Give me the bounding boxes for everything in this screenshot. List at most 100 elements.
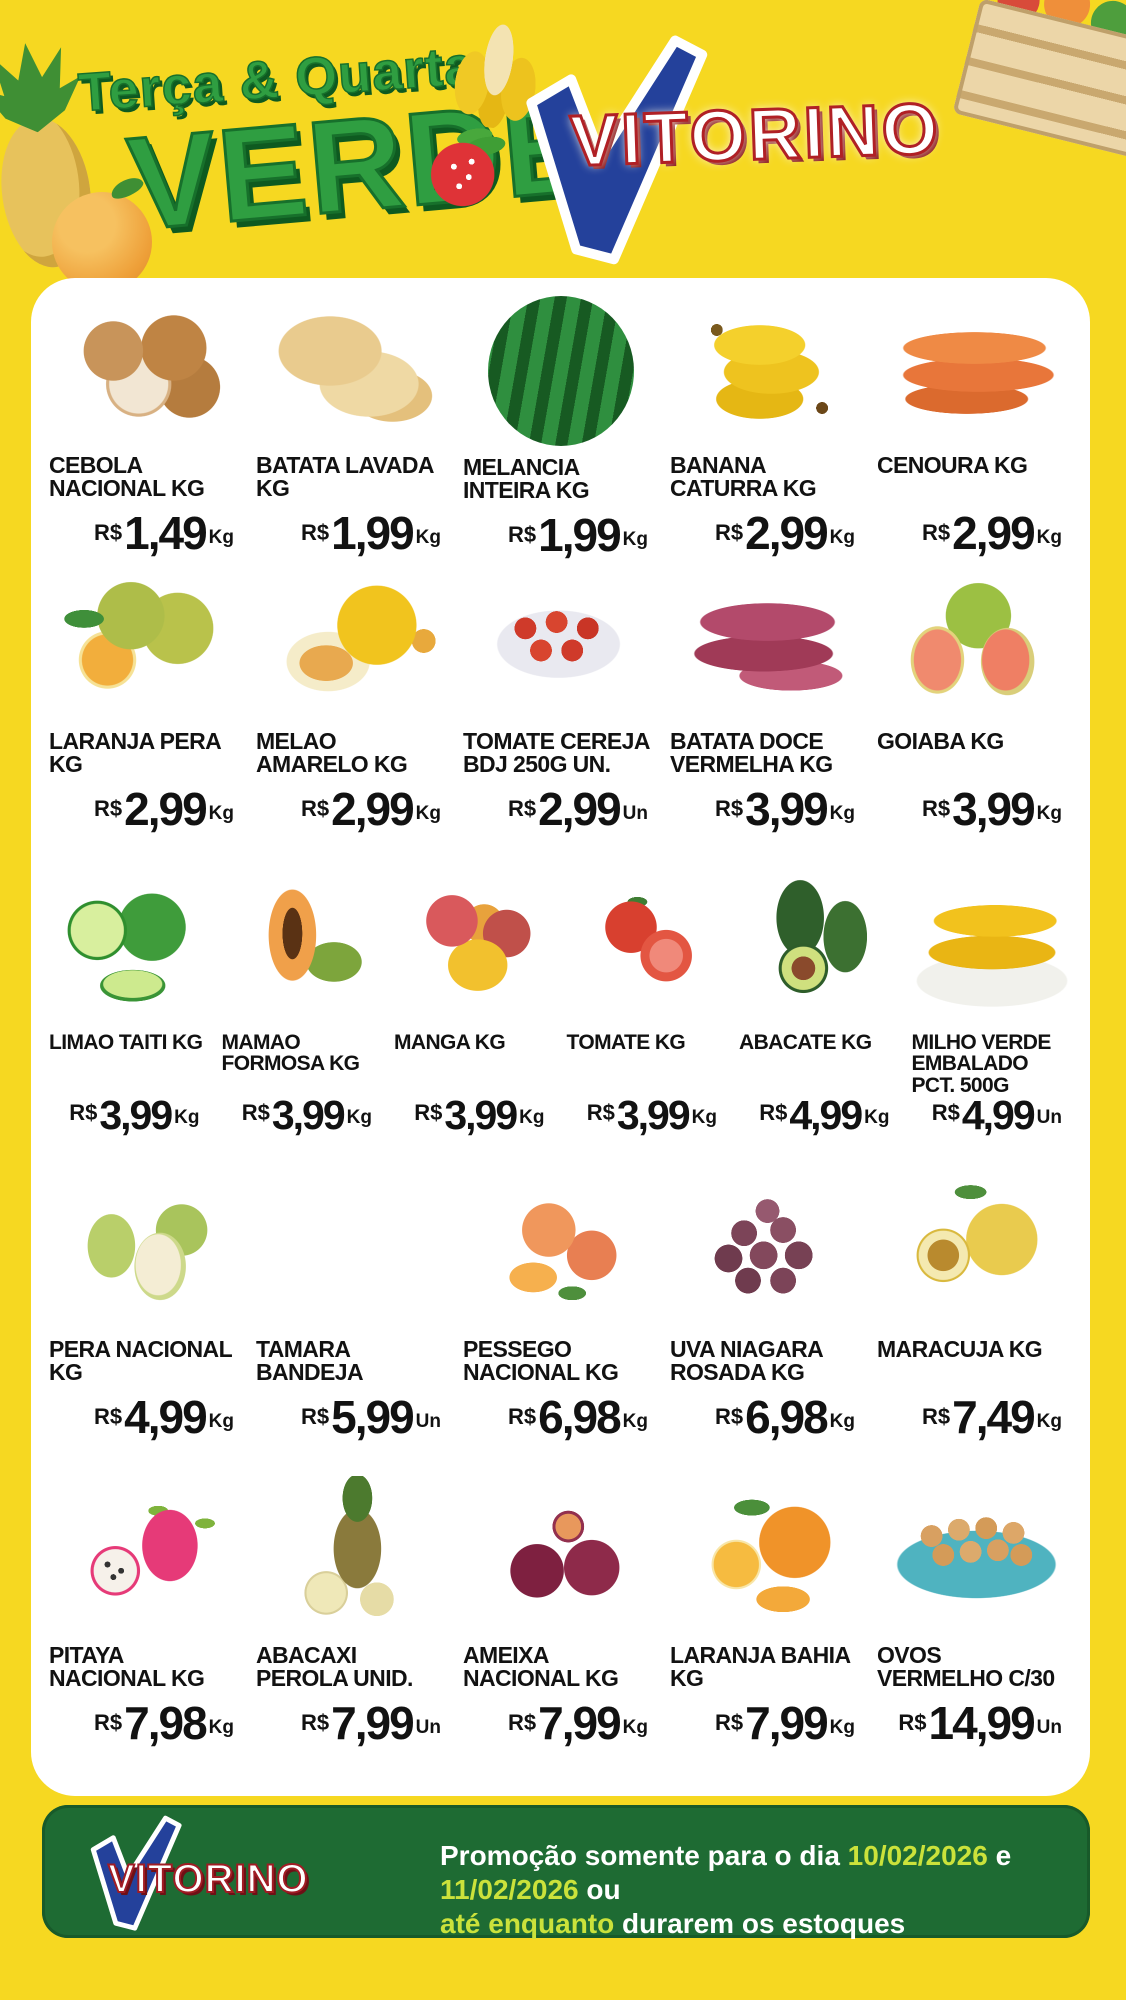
product-name: CEBOLA NACIONAL KG [49, 452, 205, 502]
product-price: R$ 2,99 Kg [256, 783, 451, 835]
orange-icon [52, 173, 152, 292]
footer-brand-wordmark: VITORINO [107, 1856, 309, 1902]
product-image-dates [256, 1170, 451, 1328]
product-card: CEBOLA NACIONAL KG R$ 1,49 Kg [43, 294, 250, 562]
product-name: MANGA KG [394, 1031, 506, 1054]
product-price: R$ 3,99 Kg [877, 786, 1072, 832]
price-unit: Kg [622, 1717, 648, 1739]
product-price: R$ 7,49 Kg [877, 1391, 1072, 1443]
product-image-potato [256, 294, 451, 444]
currency: R$ [94, 796, 123, 822]
price-unit: Kg [829, 803, 855, 825]
price-unit: Kg [208, 1717, 234, 1739]
product-card: LIMAO TAITI KG R$ 3,99 Kg [43, 864, 216, 1170]
currency: R$ [715, 520, 744, 546]
product-name: BANANA CATURRA KG [670, 452, 817, 502]
price-unit: Kg [208, 803, 234, 825]
product-name: PITAYA NACIONAL KG [49, 1642, 205, 1692]
price-unit: Kg [622, 1411, 648, 1433]
price-unit: Kg [208, 1411, 234, 1433]
product-name: OVOS VERMELHO C/30 [877, 1642, 1055, 1692]
price-unit: Kg [1036, 1411, 1062, 1433]
product-card: LARANJA PERA KG R$ 2,99 Kg [43, 562, 250, 864]
footer-bar: VITORINO Promoção somente para o dia 10/… [42, 1805, 1090, 1939]
currency: R$ [508, 796, 537, 822]
product-image-orange-bahia [670, 1476, 865, 1634]
product-name: CENOURA KG [877, 452, 1028, 478]
product-price: R$ 4,99 Un [912, 1092, 1073, 1138]
currency: R$ [922, 796, 951, 822]
price-value: 7,49 [952, 1391, 1036, 1443]
price-unit: Un [415, 1411, 441, 1433]
product-name: ABACAXI PEROLA UNID. [256, 1642, 413, 1692]
product-card: MELAO AMARELO KG R$ 2,99 Kg [250, 562, 457, 864]
product-name: TOMATE CEREJA BDJ 250G UN. [463, 728, 650, 778]
price-unit: Kg [174, 1106, 200, 1128]
product-price: R$ 3,99 Kg [394, 1095, 555, 1136]
product-image-dragon-fruit [49, 1476, 244, 1634]
product-card: LARANJA BAHIA KG R$ 7,99 Kg [664, 1476, 871, 1794]
product-price: R$ 3,99 Kg [670, 786, 865, 832]
product-card: TOMATE KG R$ 3,99 Kg [561, 864, 734, 1170]
product-card: GOIABA KG R$ 3,99 Kg [871, 562, 1078, 864]
checkmark-icon [90, 1815, 182, 1931]
currency: R$ [508, 522, 537, 548]
product-card: BANANA CATURRA KG R$ 2,99 Kg [664, 294, 871, 562]
product-price: R$ 5,99 Un [256, 1394, 451, 1440]
product-name: LARANJA BAHIA KG [670, 1642, 850, 1692]
product-name: MAMAO FORMOSA KG [221, 1031, 360, 1076]
product-price: R$ 14,99 Un [877, 1700, 1072, 1746]
price-value: 4,99 [961, 1092, 1036, 1138]
price-value: 2,99 [538, 783, 622, 835]
product-row: CEBOLA NACIONAL KG R$ 1,49 Kg BATATA LAVAD… [43, 294, 1078, 562]
currency: R$ [301, 796, 330, 822]
price-value: 6,98 [745, 1391, 829, 1443]
product-name: BATATA LAVADA KG [256, 452, 434, 502]
currency: R$ [715, 796, 744, 822]
product-price: R$ 1,49 Kg [49, 510, 244, 556]
product-card: AMEIXA NACIONAL KG R$ 7,99 Kg [457, 1476, 664, 1794]
product-image-mango [394, 864, 555, 1022]
product-name: LARANJA PERA KG [49, 728, 221, 778]
product-name: ABACATE KG [739, 1031, 872, 1054]
currency: R$ [94, 520, 123, 546]
currency: R$ [715, 1404, 744, 1430]
price-unit: Kg [829, 1411, 855, 1433]
product-grid: CEBOLA NACIONAL KG R$ 1,49 Kg BATATA LAVAD… [31, 278, 1090, 1794]
product-price: R$ 4,99 Kg [739, 1095, 900, 1136]
product-card: UVA NIAGARA ROSADA KG R$ 6,98 Kg [664, 1170, 871, 1476]
price-unit: Un [622, 803, 648, 825]
product-row: PERA NACIONAL KG R$ 4,99 Kg TAMARA BANDEJA… [43, 1170, 1078, 1476]
currency: R$ [508, 1404, 537, 1430]
product-price: R$ 2,99 Kg [877, 507, 1072, 559]
product-name: MILHO VERDE EMBALADO PCT. 500G [911, 1031, 1052, 1097]
product-price: R$ 1,99 Kg [463, 512, 658, 558]
product-row: PITAYA NACIONAL KG R$ 7,98 Kg ABACAXI PERO… [43, 1476, 1078, 1794]
currency: R$ [94, 1710, 123, 1736]
checkmark-icon [526, 35, 708, 265]
currency: R$ [414, 1099, 443, 1125]
price-value: 7,98 [124, 1697, 208, 1749]
product-name: MELAO AMARELO KG [256, 728, 408, 778]
price-value: 2,99 [124, 783, 208, 835]
product-card: PERA NACIONAL KG R$ 4,99 Kg [43, 1170, 250, 1476]
product-price: R$ 3,99 Kg [567, 1095, 728, 1136]
price-unit: Kg [346, 1106, 372, 1128]
price-unit: Kg [415, 803, 441, 825]
price-value: 2,99 [331, 783, 415, 835]
product-image-tomato [566, 864, 727, 1022]
price-value: 2,99 [952, 507, 1036, 559]
product-card: MELANCIA INTEIRA KG R$ 1,99 Kg [457, 294, 664, 562]
product-price: R$ 6,98 Kg [670, 1391, 865, 1443]
product-image-onion [49, 294, 244, 444]
price-unit: Kg [829, 527, 855, 549]
price-unit: Un [415, 1717, 441, 1739]
product-card: CENOURA KG R$ 2,99 Kg [871, 294, 1078, 562]
product-image-grapes [670, 1170, 865, 1328]
price-value: 7,99 [745, 1697, 829, 1749]
product-image-lime [49, 864, 210, 1022]
product-name: LIMAO TAITI KG [49, 1031, 203, 1054]
currency: R$ [301, 520, 330, 546]
price-value: 3,99 [271, 1092, 346, 1138]
product-image-corn [911, 864, 1072, 1022]
